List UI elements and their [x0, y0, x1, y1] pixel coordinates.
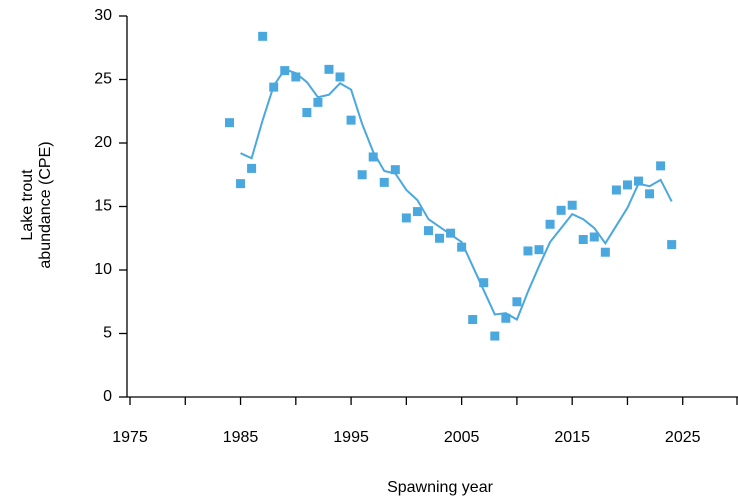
data-point [468, 315, 478, 325]
x-tick-label: 1995 [333, 429, 369, 446]
data-point [412, 207, 422, 217]
data-point [258, 31, 268, 41]
x-tick-label: 2005 [444, 429, 480, 446]
data-point [446, 228, 456, 238]
x-tick-label: 1975 [112, 429, 148, 446]
data-point [611, 185, 621, 195]
data-point [457, 242, 467, 252]
data-point [545, 219, 555, 229]
data-point [645, 189, 655, 199]
data-point [523, 246, 533, 256]
data-point [357, 170, 367, 180]
trend-line [240, 68, 673, 321]
data-point [269, 82, 279, 92]
x-axis-label: Spawning year [387, 479, 494, 496]
data-point [479, 278, 489, 288]
data-point [534, 245, 544, 255]
data-point [390, 165, 400, 175]
data-point [622, 180, 632, 190]
x-tick-label: 2015 [554, 429, 590, 446]
data-point [501, 313, 511, 323]
data-point [578, 235, 588, 245]
data-point [368, 152, 378, 162]
y-tick-label: 10 [94, 261, 112, 278]
x-tick-label: 2025 [665, 429, 701, 446]
data-point [567, 200, 577, 210]
y-tick-label: 20 [94, 134, 112, 151]
data-point [490, 331, 500, 341]
y-tick-label: 30 [94, 7, 112, 24]
data-point [280, 66, 290, 76]
data-point [324, 64, 334, 74]
y-tick-label: 25 [94, 71, 112, 88]
x-tick-label: 1985 [223, 429, 259, 446]
data-point [247, 163, 257, 173]
data-point [512, 297, 522, 307]
data-point [634, 176, 644, 186]
y-tick-label: 0 [103, 388, 112, 405]
data-point [600, 247, 610, 257]
data-point [313, 97, 323, 107]
data-point [435, 233, 445, 243]
data-point [335, 72, 345, 82]
data-point [556, 205, 566, 215]
data-point [656, 161, 666, 171]
data-point [423, 226, 433, 236]
data-point [401, 213, 411, 223]
data-point [379, 177, 389, 187]
y-axis-label: Lake trout [19, 169, 36, 241]
data-point [589, 232, 599, 242]
y-tick-label: 15 [94, 198, 112, 215]
data-point [291, 72, 301, 82]
y-tick-label: 5 [103, 325, 112, 342]
data-point [224, 118, 234, 128]
data-point [346, 115, 356, 125]
data-point [302, 108, 312, 118]
data-point [667, 240, 677, 250]
y-axis-label: abundance (CPE) [37, 141, 54, 268]
data-point [236, 179, 246, 189]
